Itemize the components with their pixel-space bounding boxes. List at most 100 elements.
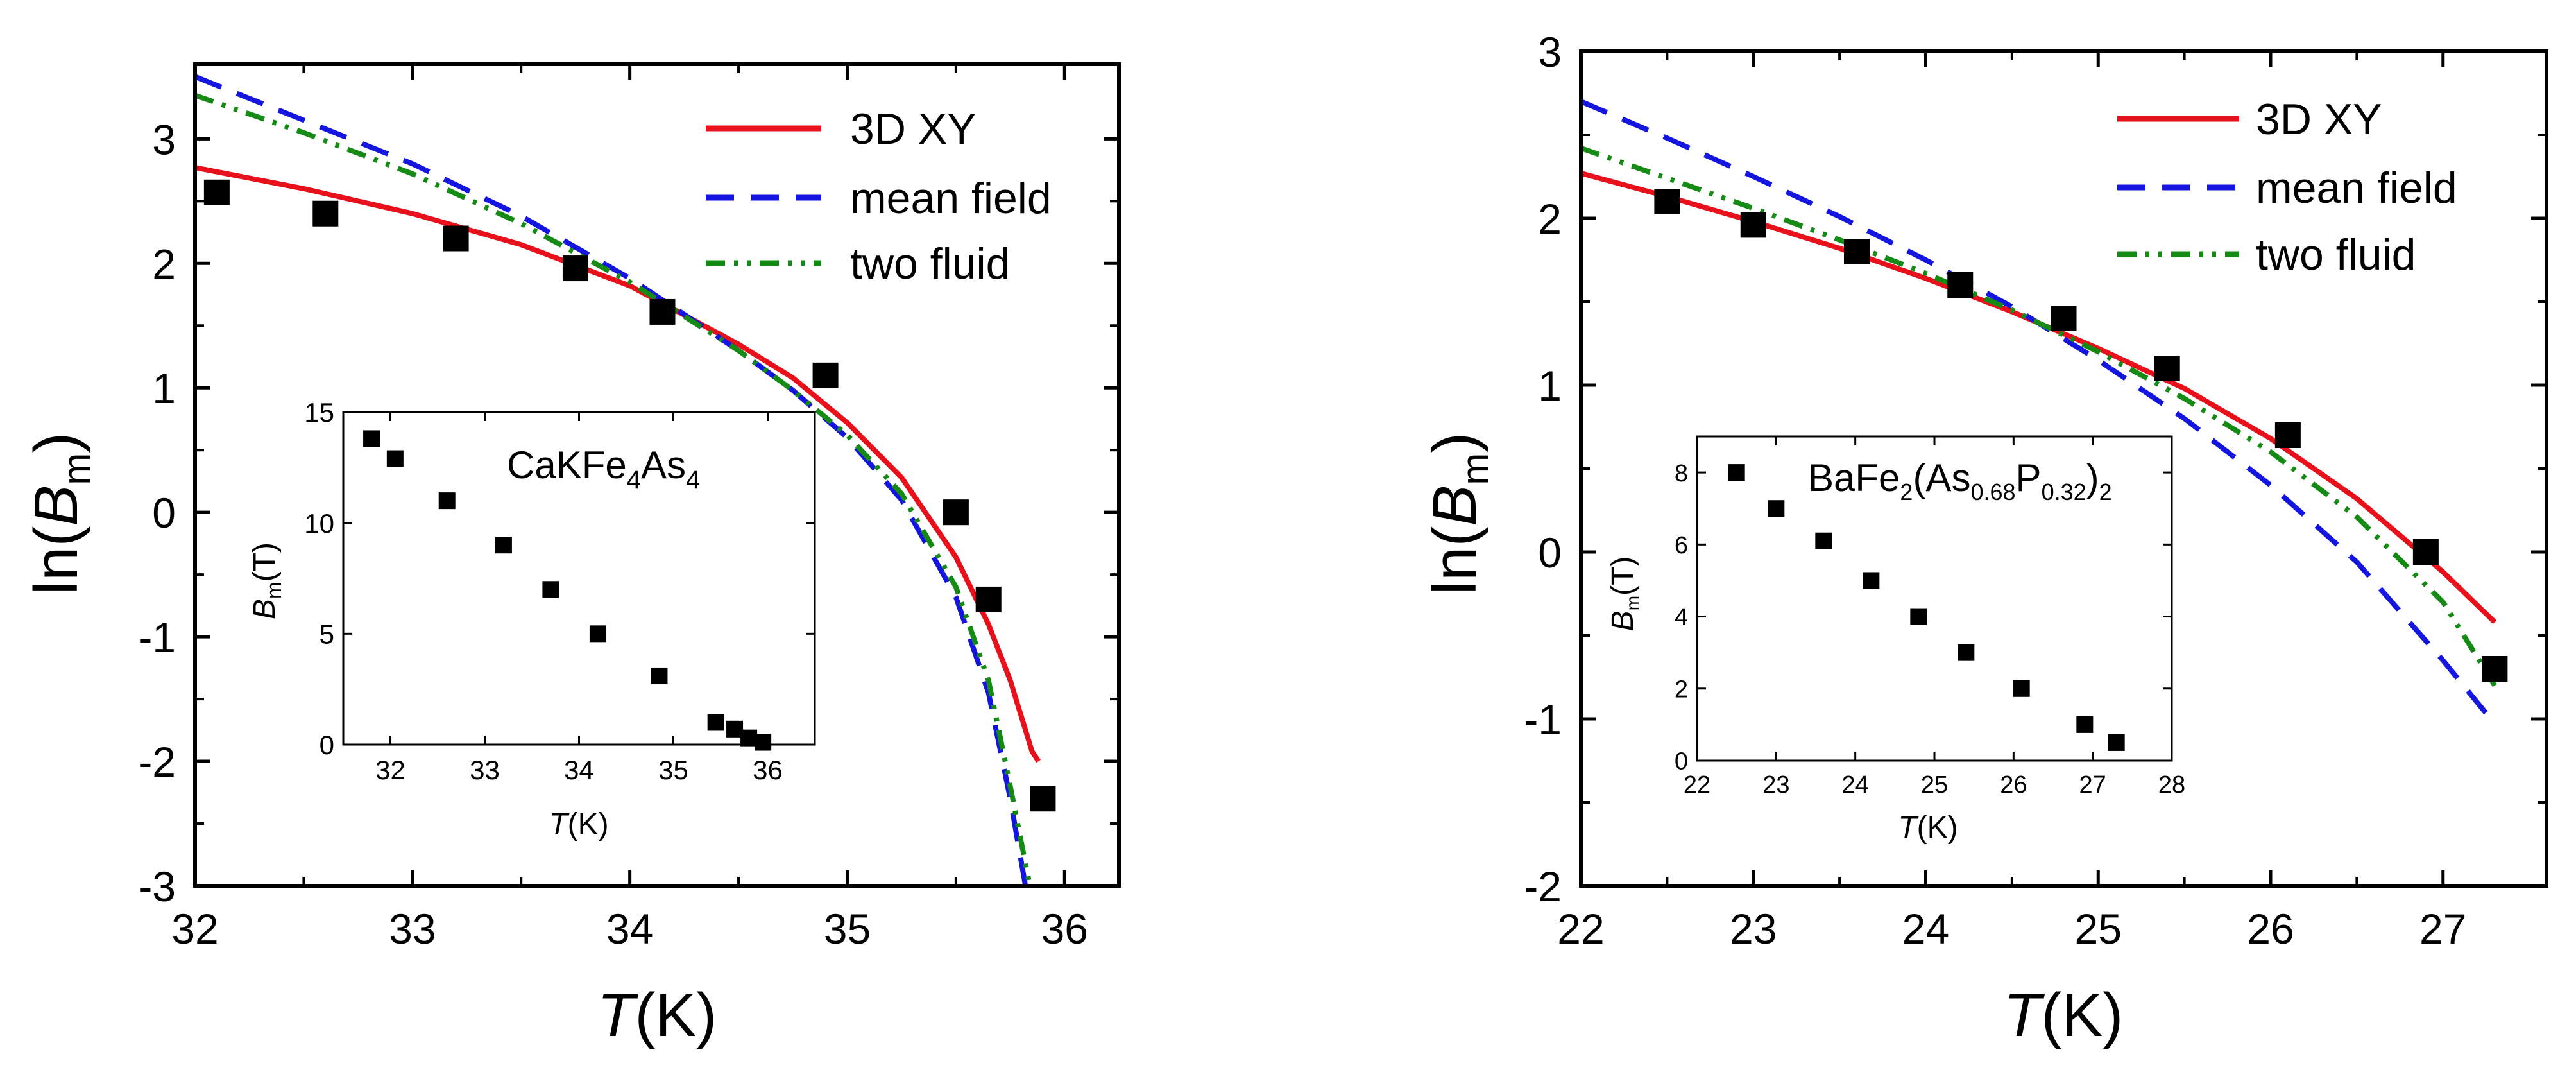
right-inset-x-tick-label: 22 — [1684, 772, 1710, 798]
left-inset-x-tick-label: 32 — [375, 755, 405, 785]
left-inset-y-axis-label: Bm(T) — [248, 542, 286, 619]
left-x-tick-label: 33 — [389, 905, 436, 953]
left-inset-y-tick-label: 10 — [304, 508, 334, 539]
left-x-tick-label: 34 — [606, 905, 653, 953]
l-data-point — [562, 255, 588, 282]
left-y-axis-label: ln(Bm) — [22, 433, 98, 595]
l-data-point — [943, 499, 969, 526]
left-curve-layer — [195, 74, 1041, 886]
left-x-axis-label: T(K) — [597, 981, 717, 1049]
right-x-tick-label: 26 — [2247, 905, 2294, 953]
left-inset-data-point — [386, 450, 404, 467]
l-data-point — [975, 586, 1002, 612]
right-inset-y-tick-label: 0 — [1675, 748, 1688, 775]
right-inset-data-point — [1910, 608, 1927, 625]
r-data-point — [1844, 239, 1870, 264]
r-data-point — [2051, 306, 2077, 331]
right-inset-data-point — [2013, 680, 2030, 697]
left-inset-tick-layer: 32 33 34 35 36 0 5 10 15 — [304, 397, 815, 785]
right-y-axis-label: ln(Bm) — [1420, 433, 1497, 595]
left-inset-point-layer — [363, 430, 772, 751]
left-inset-y-tick-label: 5 — [320, 619, 334, 649]
left-inset-x-axis-label: T(K) — [549, 807, 608, 842]
right-legend-label-mean-field: mean field — [2256, 164, 2457, 212]
left-inset: 32 33 34 35 36 0 5 10 15 CaKFe4As4 Bm(T) T(K) — [248, 397, 816, 842]
right-inset-x-axis-label: T(K) — [1898, 811, 1958, 845]
left-y-tick-label: 0 — [152, 489, 176, 537]
right-inset-data-point — [1728, 464, 1745, 481]
right-inset-data-point — [1768, 500, 1785, 517]
right-inset-title: BaFe2(As0.68P0.32)2 — [1808, 456, 2112, 505]
left-point-layer — [203, 179, 1056, 812]
right-inset-y-tick-label: 6 — [1675, 532, 1688, 559]
right-x-tick-label: 25 — [2075, 905, 2122, 953]
right-inset-data-point — [2108, 734, 2125, 751]
right-inset-x-tick-label: 28 — [2158, 772, 2185, 798]
right-inset-x-tick-label: 26 — [2000, 772, 2027, 798]
right-x-tick-label: 22 — [1557, 905, 1604, 953]
right-y-tick-label: 0 — [1538, 529, 1562, 576]
right-point-layer — [1654, 189, 2508, 682]
right-inset-data-point — [1863, 572, 1880, 589]
l-data-point — [1030, 786, 1056, 812]
left-inset-x-tick-label: 34 — [564, 755, 594, 785]
left-inset-data-point — [542, 581, 559, 598]
right-inset-y-axis-label: Bm(T) — [1606, 557, 1642, 632]
left-inset-data-point — [589, 625, 606, 643]
right-y-tick-label: -2 — [1524, 863, 1562, 910]
r-data-point — [2154, 356, 2180, 381]
l-data-point — [203, 179, 230, 205]
left-inset-data-point — [726, 720, 744, 738]
right-inset-x-tick-label: 27 — [2079, 772, 2106, 798]
right-y-tick-label: -1 — [1524, 696, 1562, 743]
right-inset-data-point — [2076, 716, 2094, 733]
left-inset-frame — [342, 411, 816, 746]
right-legend: 3D XY mean field two fluid — [2117, 95, 2457, 279]
left-y-tick-label: 1 — [152, 365, 176, 412]
left-plot-frame — [193, 62, 1121, 888]
left-legend: 3D XY mean field two fluid — [706, 105, 1052, 288]
l-data-point — [312, 200, 339, 227]
left-inset-x-tick-label: 35 — [658, 755, 688, 785]
left-panel: 32 33 34 35 36 -3 -2 -1 0 1 2 3 ln(Bm) T(K) 3D XY m… — [22, 62, 1121, 1049]
left-inset-data-point — [438, 492, 456, 510]
left-x-tick-label: 36 — [1041, 905, 1088, 953]
right-inset-y-tick-label: 8 — [1675, 460, 1688, 487]
r-data-point — [2412, 539, 2439, 565]
left-legend-label-two-fluid: two fluid — [850, 239, 1010, 288]
left-inset-y-tick-label: 0 — [320, 730, 334, 760]
r-series-two-fluid — [1581, 146, 2497, 687]
right-x-tick-label: 27 — [2419, 905, 2466, 953]
left-inset-data-point — [495, 537, 512, 554]
r-data-point — [1947, 272, 1974, 298]
right-inset-data-point — [1958, 644, 1975, 661]
right-x-tick-label: 23 — [1730, 905, 1777, 953]
right-inset-point-layer — [1728, 464, 2125, 751]
right-inset-x-tick-label: 23 — [1762, 772, 1789, 798]
left-inset-title: CaKFe4As4 — [507, 444, 700, 494]
right-inset-frame — [1696, 435, 2173, 762]
right-y-tick-label: 1 — [1538, 362, 1562, 410]
left-inset-x-tick-label: 33 — [470, 755, 500, 785]
r-data-point — [2274, 422, 2301, 448]
right-inset-y-tick-label: 4 — [1675, 604, 1688, 631]
right-inset-x-tick-label: 25 — [1921, 772, 1948, 798]
right-y-tick-label: 3 — [1538, 28, 1562, 76]
r-data-point — [1654, 189, 1680, 214]
r-data-point — [1740, 212, 1766, 238]
right-legend-label-two-fluid: two fluid — [2256, 230, 2416, 279]
right-y-tick-label: 2 — [1538, 195, 1562, 243]
left-inset-data-point — [755, 734, 772, 751]
l-data-point — [443, 225, 469, 252]
left-y-tick-label: 2 — [152, 240, 176, 288]
right-legend-label-3dxy: 3D XY — [2256, 95, 2382, 144]
l-series-two-fluid — [195, 92, 1033, 886]
left-y-tick-label: -3 — [138, 863, 176, 910]
left-legend-label-3dxy: 3D XY — [850, 105, 977, 153]
left-x-tick-label: 32 — [171, 905, 218, 953]
left-y-tick-label: -2 — [138, 738, 176, 786]
